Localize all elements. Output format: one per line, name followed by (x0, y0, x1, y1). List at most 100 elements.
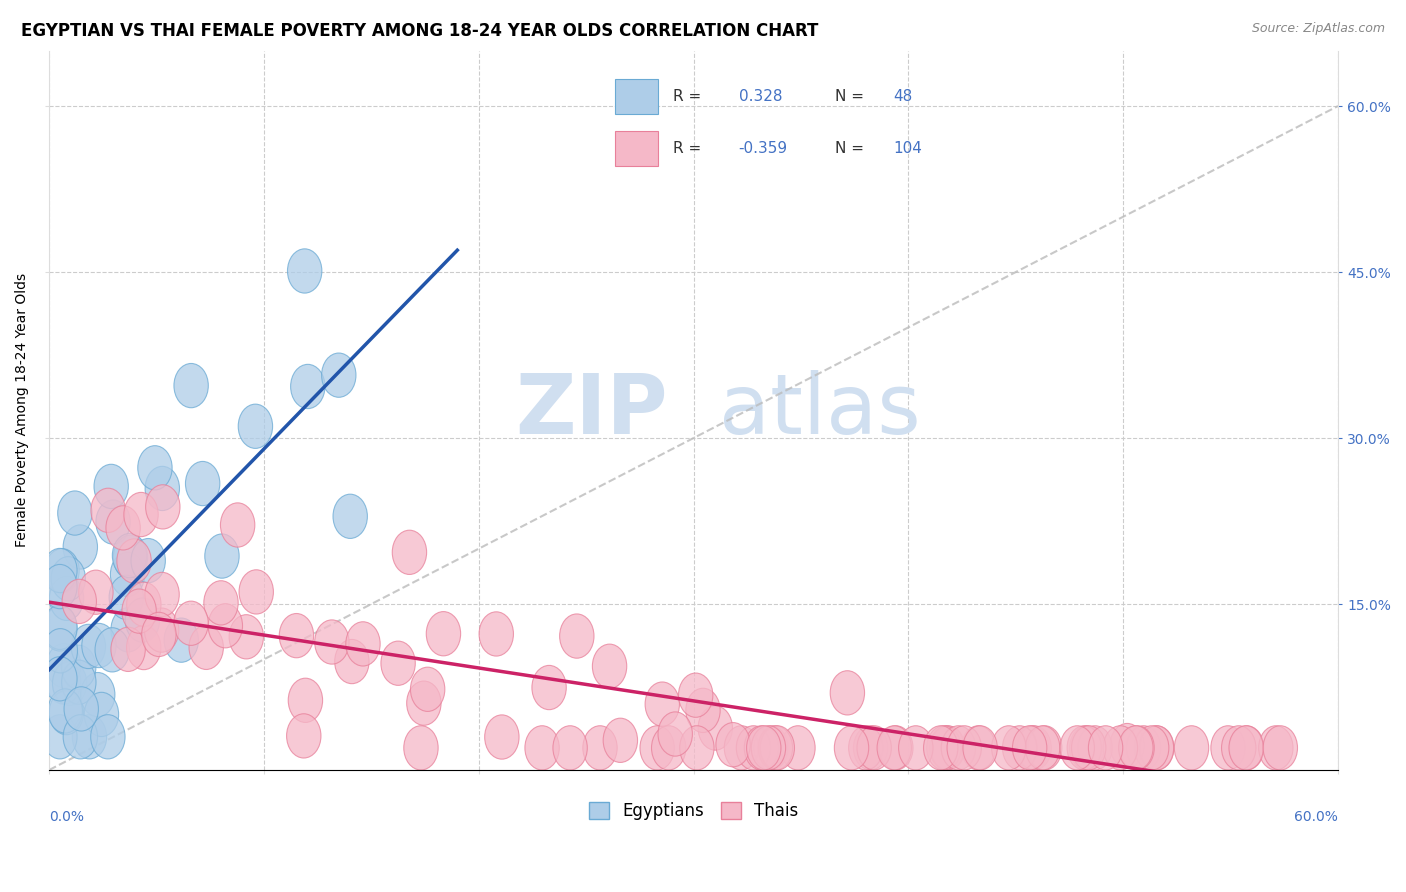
Ellipse shape (381, 641, 415, 685)
Ellipse shape (898, 726, 934, 770)
Ellipse shape (1078, 726, 1112, 770)
Ellipse shape (127, 625, 160, 670)
Ellipse shape (924, 726, 957, 770)
Ellipse shape (63, 714, 97, 759)
Ellipse shape (131, 539, 166, 582)
Ellipse shape (291, 364, 325, 409)
Ellipse shape (315, 620, 349, 665)
Ellipse shape (879, 726, 912, 770)
Ellipse shape (686, 689, 720, 732)
Ellipse shape (1025, 726, 1060, 770)
Ellipse shape (62, 579, 97, 624)
Ellipse shape (205, 534, 239, 578)
Ellipse shape (229, 615, 263, 659)
Ellipse shape (333, 494, 367, 539)
Ellipse shape (346, 622, 380, 666)
Ellipse shape (186, 461, 219, 506)
Ellipse shape (62, 645, 96, 690)
Ellipse shape (1126, 726, 1161, 770)
Ellipse shape (91, 714, 125, 759)
Ellipse shape (1119, 726, 1153, 770)
Ellipse shape (780, 726, 815, 770)
Ellipse shape (79, 570, 112, 615)
Ellipse shape (145, 608, 179, 652)
Ellipse shape (1015, 726, 1049, 770)
Ellipse shape (853, 726, 887, 770)
Ellipse shape (737, 726, 770, 770)
Ellipse shape (287, 714, 321, 758)
Ellipse shape (679, 726, 714, 770)
Ellipse shape (105, 506, 141, 550)
Ellipse shape (288, 678, 322, 723)
Ellipse shape (929, 726, 965, 770)
Ellipse shape (553, 726, 588, 770)
Ellipse shape (280, 614, 314, 657)
Ellipse shape (188, 625, 224, 670)
Ellipse shape (45, 549, 79, 593)
Ellipse shape (65, 687, 98, 731)
Ellipse shape (426, 612, 461, 656)
Ellipse shape (239, 570, 273, 614)
Text: 0.0%: 0.0% (49, 810, 84, 823)
Ellipse shape (94, 464, 128, 508)
Ellipse shape (52, 661, 87, 706)
Ellipse shape (640, 726, 675, 770)
Ellipse shape (111, 552, 145, 597)
Ellipse shape (58, 491, 91, 535)
Ellipse shape (208, 604, 242, 648)
Ellipse shape (1258, 726, 1294, 770)
Ellipse shape (716, 723, 751, 767)
Ellipse shape (751, 726, 786, 770)
Ellipse shape (84, 692, 118, 737)
Ellipse shape (1060, 726, 1094, 770)
Ellipse shape (42, 605, 77, 649)
Ellipse shape (1067, 726, 1101, 770)
Ellipse shape (1017, 726, 1052, 770)
Ellipse shape (758, 726, 793, 770)
Ellipse shape (44, 629, 77, 673)
Ellipse shape (754, 726, 789, 770)
Ellipse shape (114, 535, 148, 580)
Ellipse shape (63, 524, 97, 569)
Ellipse shape (877, 726, 911, 770)
Ellipse shape (724, 726, 759, 770)
Ellipse shape (948, 726, 981, 770)
Ellipse shape (204, 581, 238, 625)
Ellipse shape (962, 726, 995, 770)
Ellipse shape (1070, 726, 1104, 770)
Legend: Egyptians, Thais: Egyptians, Thais (582, 795, 806, 826)
Ellipse shape (406, 681, 441, 725)
Ellipse shape (127, 582, 162, 626)
Ellipse shape (110, 575, 143, 619)
Ellipse shape (51, 557, 86, 601)
Ellipse shape (174, 363, 208, 408)
Ellipse shape (761, 726, 794, 770)
Ellipse shape (927, 726, 962, 770)
Ellipse shape (531, 665, 567, 710)
Ellipse shape (1012, 726, 1047, 770)
Ellipse shape (479, 612, 513, 657)
Ellipse shape (42, 565, 77, 608)
Ellipse shape (1140, 726, 1174, 770)
Ellipse shape (49, 690, 83, 735)
Ellipse shape (747, 726, 780, 770)
Ellipse shape (42, 714, 77, 759)
Ellipse shape (858, 726, 891, 770)
Ellipse shape (849, 726, 883, 770)
Ellipse shape (524, 726, 560, 770)
Ellipse shape (991, 726, 1026, 770)
Ellipse shape (124, 492, 159, 537)
Ellipse shape (1071, 726, 1107, 770)
Ellipse shape (287, 249, 322, 293)
Ellipse shape (72, 714, 107, 759)
Ellipse shape (238, 404, 273, 449)
Ellipse shape (72, 624, 105, 669)
Ellipse shape (651, 726, 686, 770)
Ellipse shape (603, 718, 637, 763)
Ellipse shape (96, 628, 129, 672)
Text: Source: ZipAtlas.com: Source: ZipAtlas.com (1251, 22, 1385, 36)
Ellipse shape (82, 624, 117, 667)
Ellipse shape (80, 673, 115, 717)
Ellipse shape (744, 726, 779, 770)
Ellipse shape (941, 726, 976, 770)
